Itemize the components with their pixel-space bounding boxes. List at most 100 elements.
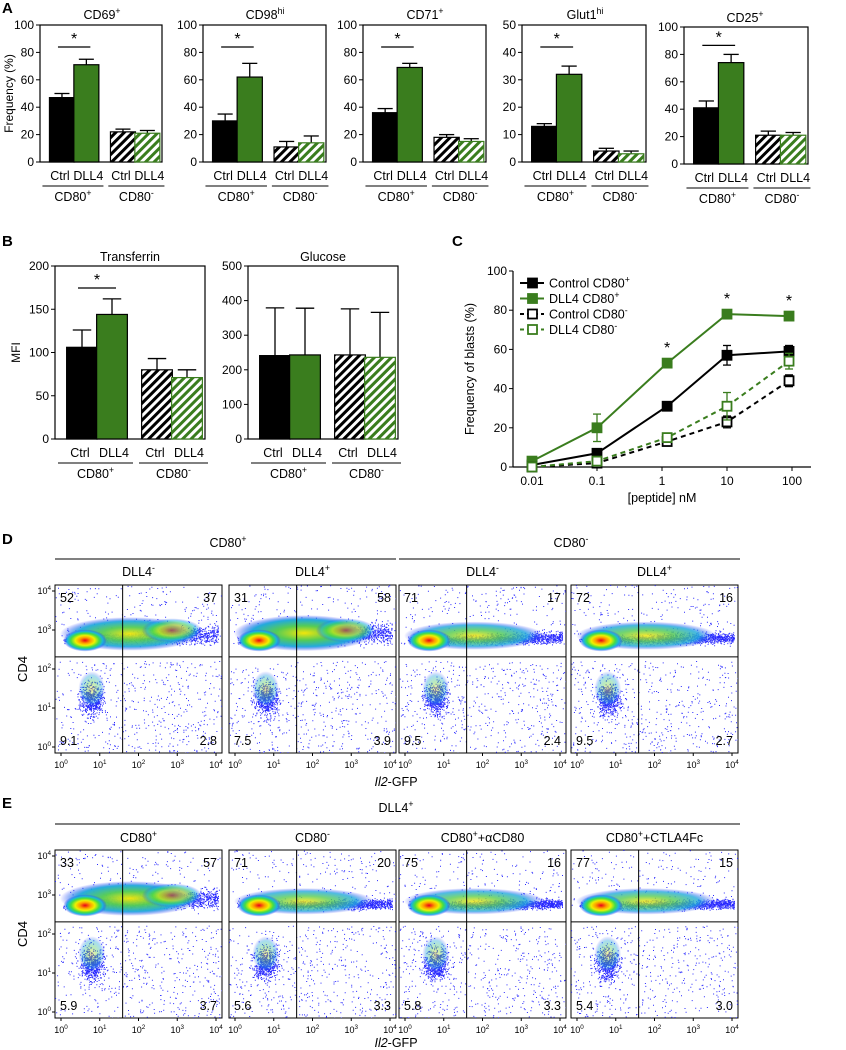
line-chart-c: 0 20 40 60 80 100 0.01 0.1 1 10 100 [peptide] nM Fre… xyxy=(463,264,811,505)
panel-letter-e: E xyxy=(2,795,12,812)
density-peak xyxy=(63,629,107,652)
label-text: CD80 xyxy=(283,190,315,204)
quadrant-lower-right: 2.7 xyxy=(716,734,733,748)
label-superscript: 0 xyxy=(47,1006,51,1013)
x-tick-label: 100 xyxy=(570,1024,584,1035)
category-label: Ctrl xyxy=(111,169,130,183)
plot-title: DLL4- xyxy=(466,563,499,579)
x-tick-label: 100 xyxy=(398,759,412,770)
x-tick-label: 103 xyxy=(686,1024,700,1035)
label-text: CD69 xyxy=(83,8,115,22)
category-label: DLL4 xyxy=(99,446,129,460)
label-text: 10 xyxy=(54,760,64,770)
label-superscript: 1 xyxy=(619,1024,623,1031)
x-tick-label: 100 xyxy=(54,1024,68,1035)
data-point xyxy=(661,400,673,412)
category-label: DLL4 xyxy=(237,169,267,183)
dot-cloud xyxy=(571,850,738,1018)
label-text: 10 xyxy=(228,760,238,770)
group-label: DLL4+ xyxy=(378,799,413,815)
quadrant-lower-left: 9.5 xyxy=(576,734,593,748)
label-text: CD80 xyxy=(443,190,475,204)
x-tick-label: 100 xyxy=(228,1024,242,1035)
density-lower xyxy=(78,671,106,708)
x-axis-label: [peptide] nM xyxy=(628,491,697,505)
x-tick-label: 101 xyxy=(609,1024,623,1035)
category-label: Ctrl xyxy=(70,446,89,460)
label-text: CD80 xyxy=(537,190,569,204)
label-text: 10 xyxy=(609,1025,619,1035)
significance-star: * xyxy=(724,291,730,308)
chart-title: CD98hi xyxy=(246,6,285,22)
label-superscript: 4 xyxy=(735,1024,739,1031)
label-superscript: + xyxy=(638,829,643,839)
plot-frame xyxy=(398,849,567,1019)
x-tick-label: 104 xyxy=(553,1024,567,1035)
label-text: 10 xyxy=(553,760,563,770)
significance-star: * xyxy=(716,29,722,46)
label-superscript: - xyxy=(188,465,191,475)
x-tick-label: 102 xyxy=(306,1024,320,1035)
data-point xyxy=(783,310,795,322)
x-tick-label: 104 xyxy=(209,1024,223,1035)
density-peak xyxy=(579,894,623,917)
label-text: 10 xyxy=(228,1025,238,1035)
y-tick-label: 40 xyxy=(665,102,679,116)
plot-frame xyxy=(54,584,223,754)
density-peak xyxy=(407,894,451,917)
label-text: CD80 xyxy=(441,831,473,845)
label-superscript: hi xyxy=(278,6,285,16)
label-superscript: 1 xyxy=(619,759,623,766)
label-superscript: 1 xyxy=(47,702,51,709)
plot-title: DLL4- xyxy=(122,563,155,579)
data-point xyxy=(721,308,733,320)
category-label: DLL4 xyxy=(718,171,748,185)
label-text: 10 xyxy=(609,760,619,770)
category-label: Ctrl xyxy=(435,169,454,183)
density-peak xyxy=(407,629,451,652)
y-tick-label: 20 xyxy=(503,100,517,114)
label-superscript: 1 xyxy=(277,759,281,766)
density-peak xyxy=(63,894,107,917)
y-tick-label: 100 xyxy=(487,264,507,278)
group-label: CD80- xyxy=(283,188,318,204)
label-superscript: 4 xyxy=(563,1024,567,1031)
group-label: CD80+ xyxy=(54,188,91,204)
x-tick-label: 102 xyxy=(132,1024,146,1035)
x-tick-label: 103 xyxy=(170,1024,184,1035)
chart-title: Glucose xyxy=(300,250,346,264)
y-tick-label: 100 xyxy=(337,18,357,32)
label-superscript: - xyxy=(315,188,318,198)
y-tick-label: 200 xyxy=(29,259,49,273)
label-text: CD80 xyxy=(119,190,151,204)
label-text: CD98 xyxy=(246,8,278,22)
label-text: Glucose xyxy=(300,250,346,264)
label-superscript: + xyxy=(731,190,736,200)
y-tick-label: 60 xyxy=(665,75,679,89)
label-text: 10 xyxy=(686,760,696,770)
legend-marker xyxy=(527,308,538,320)
y-tick-label: 100 xyxy=(29,346,49,360)
x-tick-label: 0.1 xyxy=(589,474,606,488)
label-text: 10 xyxy=(93,1025,103,1035)
y-tick-label: 103 xyxy=(37,889,51,900)
label-text: 10 xyxy=(306,760,316,770)
label-superscript: 4 xyxy=(735,759,739,766)
label-text: 10 xyxy=(267,1025,277,1035)
label-superscript: 4 xyxy=(393,759,397,766)
density-lower xyxy=(594,671,622,708)
data-point xyxy=(591,455,603,467)
label-text: 10 xyxy=(37,851,47,861)
bar xyxy=(717,62,745,165)
legend-label: DLL4 CD80+ xyxy=(549,290,619,306)
significance-star: * xyxy=(94,272,100,289)
group-label: CD80- xyxy=(765,190,800,206)
label-text: 10 xyxy=(437,760,447,770)
plot-title: CD80++αCD80 xyxy=(441,829,525,845)
label-text: 10 xyxy=(437,1025,447,1035)
